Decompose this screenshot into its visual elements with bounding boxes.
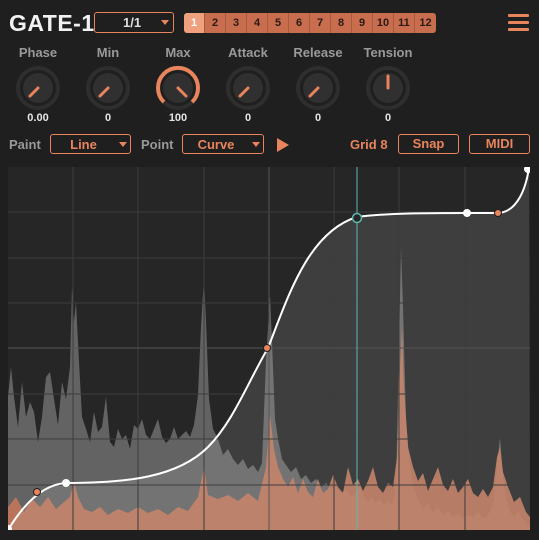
knob-label-min: Min <box>96 45 120 60</box>
point-label: Point <box>141 137 174 152</box>
release-knob[interactable] <box>294 64 342 112</box>
app-title: GATE-1 <box>9 10 95 36</box>
midi-button[interactable]: MIDI <box>469 134 530 154</box>
envelope-point[interactable] <box>524 167 530 173</box>
knob-value-min: 0 <box>104 112 112 124</box>
pattern-button-4[interactable]: 4 <box>247 13 268 33</box>
chevron-down-icon <box>252 142 260 147</box>
chevron-down-icon <box>161 20 169 25</box>
knob-value-release: 0 <box>314 112 322 124</box>
paint-mode-value: Line <box>70 137 97 152</box>
tension-handle[interactable] <box>494 209 502 217</box>
paint-mode-dropdown[interactable]: Line <box>50 134 131 154</box>
sync-rate-value: 1/1 <box>123 15 142 30</box>
envelope-curve[interactable] <box>8 167 530 530</box>
envelope-point[interactable] <box>62 479 70 487</box>
knob-value-tension: 0 <box>384 112 392 124</box>
pattern-button-3[interactable]: 3 <box>226 13 247 33</box>
pattern-button-11[interactable]: 11 <box>394 13 415 33</box>
point-type-value: Curve <box>197 137 235 152</box>
envelope-editor[interactable] <box>8 167 530 530</box>
pattern-button-9[interactable]: 9 <box>352 13 373 33</box>
envelope-point[interactable] <box>8 525 12 530</box>
max-knob[interactable] <box>154 64 202 112</box>
envelope-point-selected[interactable] <box>351 212 363 224</box>
tension-handle[interactable] <box>263 344 271 352</box>
knob-label-attack: Attack <box>228 45 268 60</box>
pattern-button-2[interactable]: 2 <box>205 13 226 33</box>
tension-handle[interactable] <box>33 488 41 496</box>
tension-knob[interactable] <box>364 64 412 112</box>
knob-value-attack: 0 <box>244 112 252 124</box>
play-icon[interactable] <box>277 138 289 152</box>
knob-label-tension: Tension <box>363 45 413 60</box>
pattern-button-7[interactable]: 7 <box>310 13 331 33</box>
knob-label-release: Release <box>293 45 343 60</box>
sync-rate-dropdown[interactable]: 1/1 <box>94 12 174 33</box>
pattern-button-5[interactable]: 5 <box>268 13 289 33</box>
knob-value-phase: 0.00 <box>27 112 49 124</box>
pattern-selector: 1 2 3 4 5 6 7 8 9 10 11 12 <box>184 13 436 33</box>
pattern-button-8[interactable]: 8 <box>331 13 352 33</box>
pattern-button-1[interactable]: 1 <box>184 13 205 33</box>
attack-knob[interactable] <box>224 64 272 112</box>
hamburger-menu-icon[interactable] <box>508 14 529 35</box>
point-type-dropdown[interactable]: Curve <box>182 134 264 154</box>
knob-label-max: Max <box>165 45 191 60</box>
pattern-button-6[interactable]: 6 <box>289 13 310 33</box>
grid-lines <box>8 167 530 530</box>
grid-size-selector[interactable]: Grid 8 <box>350 137 388 152</box>
knob-value-max: 100 <box>168 112 188 124</box>
pattern-button-10[interactable]: 10 <box>373 13 394 33</box>
paint-label: Paint <box>9 137 41 152</box>
snap-button[interactable]: Snap <box>398 134 459 154</box>
chevron-down-icon <box>119 142 127 147</box>
knob-label-phase: Phase <box>18 45 58 60</box>
pattern-button-12[interactable]: 12 <box>415 13 436 33</box>
phase-knob[interactable] <box>14 64 62 112</box>
min-knob[interactable] <box>84 64 132 112</box>
envelope-point[interactable] <box>463 209 471 217</box>
